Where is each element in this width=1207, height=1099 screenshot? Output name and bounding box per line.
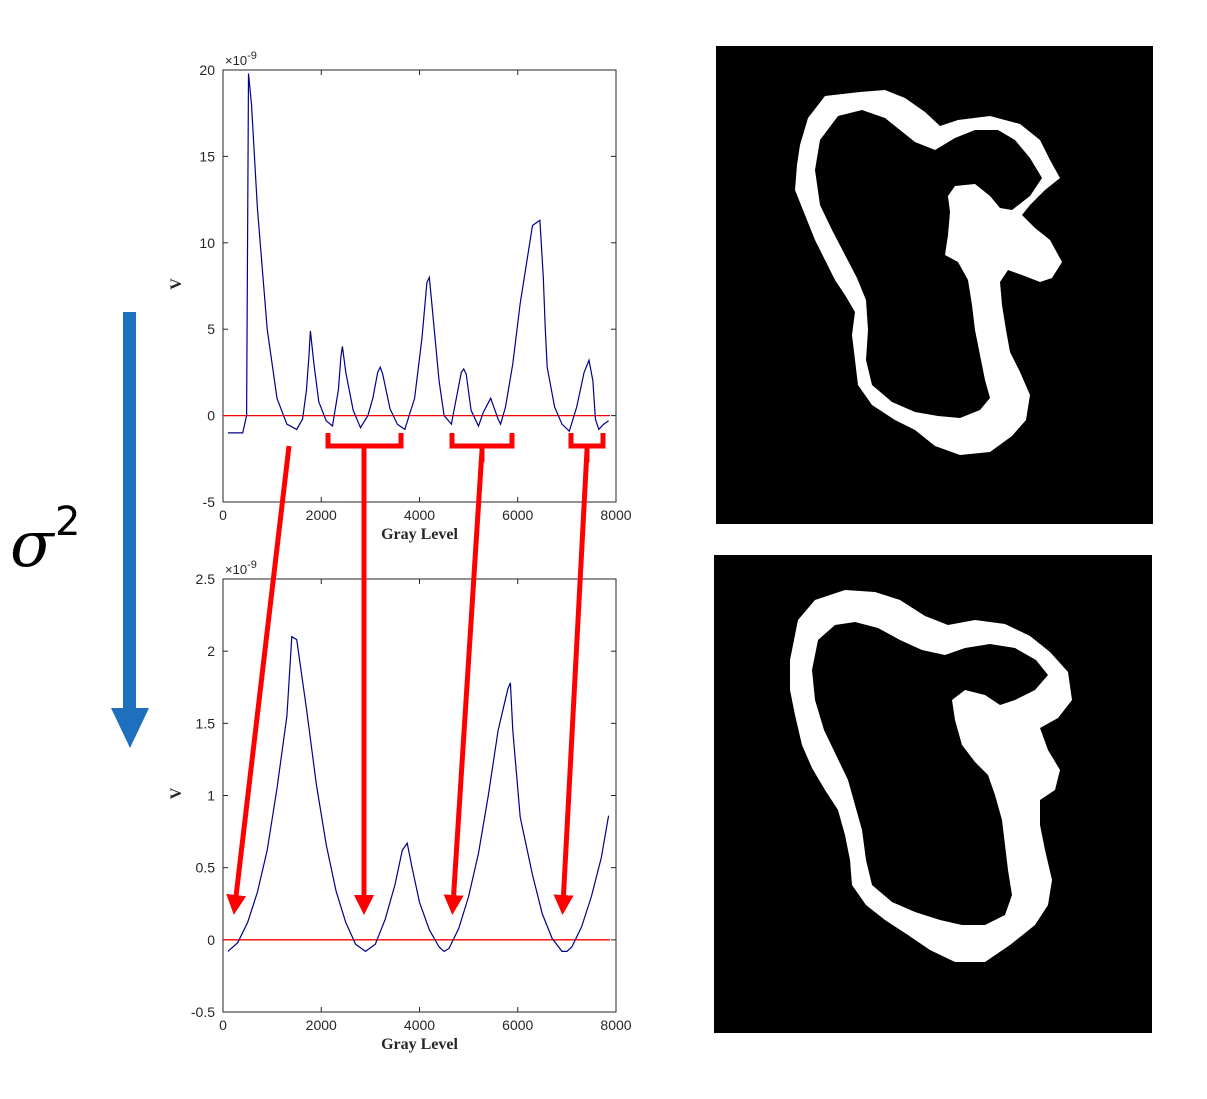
y-tick-label: 15 <box>199 148 215 164</box>
top-chart-x-label: Gray Level <box>381 526 458 543</box>
red-arrow-3 <box>443 449 485 915</box>
y-tick-label: 2.5 <box>196 571 216 587</box>
x-tick-label: 8000 <box>600 1017 631 1033</box>
bottom-chart-series-line <box>227 635 610 953</box>
sigma-superscript: 2 <box>55 499 80 545</box>
segmented-shape-bottom <box>790 590 1072 962</box>
top-chart-series-line <box>227 73 609 434</box>
x-tick-label: 0 <box>219 507 227 523</box>
x-tick-label: 8000 <box>600 507 631 523</box>
top-chart-axes-box <box>222 69 617 503</box>
top-chart-y-label: V <box>168 278 185 290</box>
x-tick-label: 0 <box>219 1017 227 1033</box>
sigma-symbol: σ <box>10 508 56 582</box>
sigma-squared-label: σ 2 <box>10 499 80 582</box>
red-arrows <box>226 445 590 915</box>
x-tick-label: 6000 <box>502 507 533 523</box>
y-tick-label: 1 <box>207 788 215 804</box>
bottom-chart-y-label: V <box>168 787 185 799</box>
x-tick-label: 4000 <box>404 507 435 523</box>
bottom-chart-ticks: 0 2000 4000 6000 8000-0.500.511.522.5 <box>191 571 632 1033</box>
x-tick-label: 4000 <box>404 1017 435 1033</box>
y-tick-label: 2 <box>207 643 215 659</box>
x-tick-label: 2000 <box>306 1017 337 1033</box>
segmentation-image-bottom <box>714 555 1152 1033</box>
blue-down-arrow-icon <box>111 312 149 748</box>
red-arrow-4 <box>553 449 590 915</box>
y-tick-label: 0.5 <box>196 860 216 876</box>
y-tick-label: 5 <box>207 321 215 337</box>
bottom-chart-exponent: ×10-9 <box>225 559 257 577</box>
segmentation-image-top <box>716 46 1153 524</box>
red-arrow-1 <box>226 445 292 915</box>
y-tick-label: 10 <box>199 235 215 251</box>
x-tick-label: 6000 <box>502 1017 533 1033</box>
bottom-chart-x-label: Gray Level <box>381 1036 458 1053</box>
y-tick-label: -0.5 <box>191 1004 215 1020</box>
segmented-shape-top <box>795 90 1062 455</box>
bottom-chart-axes-box <box>222 578 617 1013</box>
bottom-chart: 0 2000 4000 6000 8000-0.500.511.522.5 ×10-9 … <box>168 559 632 1053</box>
y-tick-label: 1.5 <box>196 715 216 731</box>
top-chart-exponent: ×10-9 <box>225 50 257 68</box>
y-tick-label: 0 <box>207 408 215 424</box>
x-tick-label: 2000 <box>306 507 337 523</box>
y-tick-label: 20 <box>199 62 215 78</box>
y-tick-label: 0 <box>207 932 215 948</box>
y-tick-label: -5 <box>203 494 216 510</box>
